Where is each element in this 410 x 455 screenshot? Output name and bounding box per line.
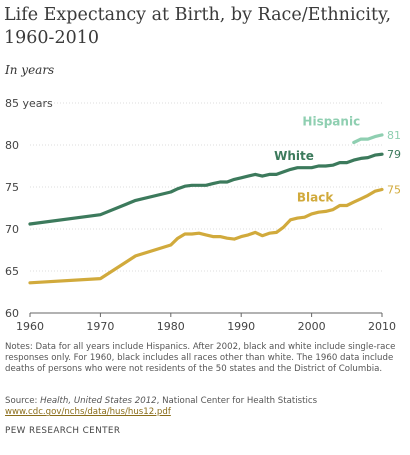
series-line-white	[28, 152, 384, 226]
brand-footer: PEW RESEARCH CENTER	[5, 426, 121, 436]
series-line-hispanic	[352, 133, 384, 145]
y-tick-label: 85 years	[5, 97, 53, 110]
series-name-hispanic: Hispanic	[302, 115, 360, 129]
life-expectancy-chart: 85 years 80 75 70 65 60 1960 1970 1980 1990 2000 2…	[5, 97, 401, 333]
series-lines	[28, 133, 384, 285]
y-tick-label: 60	[5, 307, 19, 320]
y-tick-label: 75	[5, 181, 19, 194]
end-value-label-white: 79	[387, 148, 401, 161]
x-tick-label: 2010	[368, 320, 396, 333]
y-tick-label: 65	[5, 265, 19, 278]
chart-title: Life Expectancy at Birth, by Race/Ethnic…	[4, 5, 392, 48]
source-suffix: , National Center for Health Statistics	[156, 396, 318, 406]
chart-subtitle: In years	[5, 63, 55, 77]
source-prefix: Source:	[5, 396, 41, 406]
series-line-black	[28, 187, 384, 285]
end-value-label-black: 75	[387, 184, 401, 197]
chart-source: Source: Health, United States 2012, Nati…	[5, 396, 405, 418]
x-tick-label: 2000	[298, 320, 326, 333]
x-tick-label: 1960	[16, 320, 44, 333]
end-value-label-hispanic: 81	[387, 129, 401, 142]
y-tick-label: 80	[5, 139, 19, 152]
x-tick-label: 1970	[86, 320, 114, 333]
chart-notes: Notes: Data for all years include Hispan…	[5, 342, 396, 375]
x-tick-label: 1980	[157, 320, 185, 333]
source-publication: Health, United States 2012	[40, 396, 157, 406]
source-link[interactable]: www.cdc.gov/nchs/data/hus/hus12.pdf	[5, 407, 171, 418]
x-axis: 1960 1970 1980 1990 2000 2010	[16, 312, 396, 333]
series-labels: Hispanic 81 White 79 Black 75	[274, 115, 401, 205]
series-name-white: White	[274, 149, 314, 163]
y-axis-labels: 85 years 80 75 70 65 60	[5, 97, 53, 320]
y-tick-label: 70	[5, 223, 19, 236]
x-tick-label: 1990	[227, 320, 255, 333]
series-name-black: Black	[297, 190, 334, 204]
